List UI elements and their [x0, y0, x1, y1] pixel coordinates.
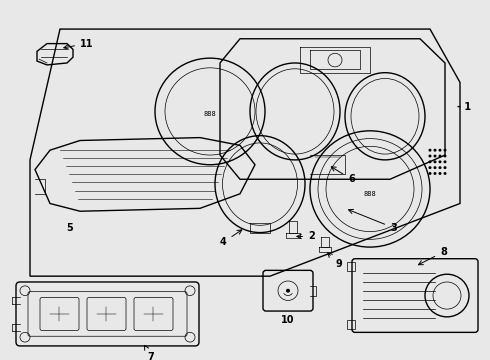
Text: 9: 9	[328, 253, 342, 269]
Circle shape	[434, 172, 437, 175]
Circle shape	[434, 166, 437, 169]
Circle shape	[439, 172, 441, 175]
Circle shape	[428, 154, 432, 157]
Circle shape	[443, 166, 446, 169]
Text: 4: 4	[220, 230, 242, 247]
Circle shape	[428, 149, 432, 152]
Text: 5: 5	[67, 223, 74, 233]
Text: - 1: - 1	[457, 102, 471, 112]
Circle shape	[443, 160, 446, 163]
Circle shape	[443, 149, 446, 152]
Circle shape	[434, 160, 437, 163]
Text: 888: 888	[204, 111, 217, 117]
Text: 2: 2	[297, 231, 315, 242]
Bar	[347, 320, 355, 329]
Text: 8: 8	[418, 247, 447, 265]
Text: 10: 10	[281, 315, 295, 325]
Text: 7: 7	[145, 345, 154, 360]
Circle shape	[439, 149, 441, 152]
Circle shape	[439, 154, 441, 157]
Circle shape	[443, 172, 446, 175]
Circle shape	[428, 160, 432, 163]
Circle shape	[443, 154, 446, 157]
Bar	[347, 262, 355, 271]
Circle shape	[434, 149, 437, 152]
Circle shape	[428, 172, 432, 175]
Circle shape	[434, 154, 437, 157]
Circle shape	[428, 166, 432, 169]
Text: 11: 11	[64, 39, 94, 49]
Circle shape	[439, 160, 441, 163]
Circle shape	[286, 289, 290, 293]
Text: 6: 6	[331, 167, 355, 184]
Text: 888: 888	[364, 191, 376, 197]
Text: 3: 3	[348, 210, 397, 233]
Circle shape	[439, 166, 441, 169]
